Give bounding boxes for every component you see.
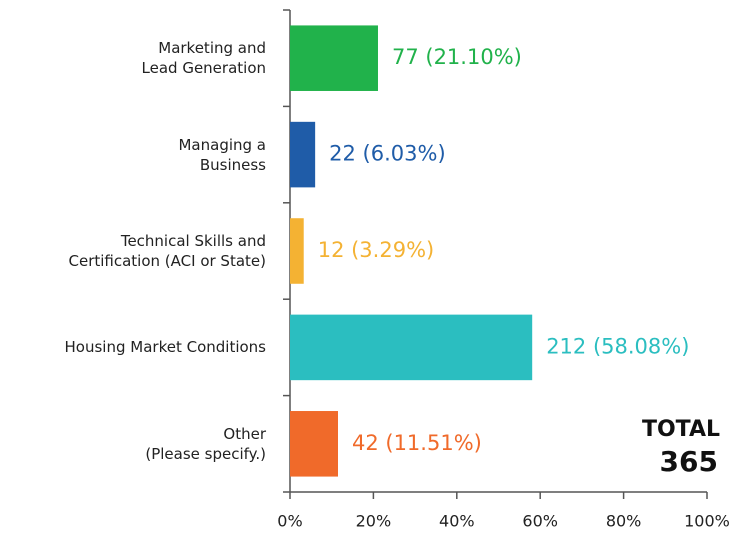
x-tick-label: 80% [606,512,642,531]
total-value: 365 [660,445,718,478]
x-tick-label: 20% [356,512,392,531]
y-tick-label: Managing a Business [178,135,266,174]
bar [290,411,338,477]
value-label: 22 (6.03%) [329,142,446,166]
value-label: 42 (11.51%) [352,431,482,455]
bar [290,218,304,284]
y-tick-label: Marketing and Lead Generation [141,39,266,78]
y-tick-label: Technical Skills and Certification (ACI … [68,232,267,270]
x-tick-label: 0% [277,512,302,531]
value-label: 212 (58.08%) [546,334,689,358]
total-label: TOTAL [642,417,720,442]
bar [290,121,316,188]
value-label: 77 (21.10%) [392,45,522,69]
y-tick-label: Housing Market Conditions [64,338,266,357]
bar [290,314,533,381]
x-tick-label: 40% [439,512,475,531]
y-tick-label: Other (Please specify.) [145,424,266,463]
x-tick-label: 100% [684,512,730,531]
bar [290,25,378,91]
value-label: 12 (3.29%) [318,238,435,262]
x-tick-label: 60% [522,512,558,531]
